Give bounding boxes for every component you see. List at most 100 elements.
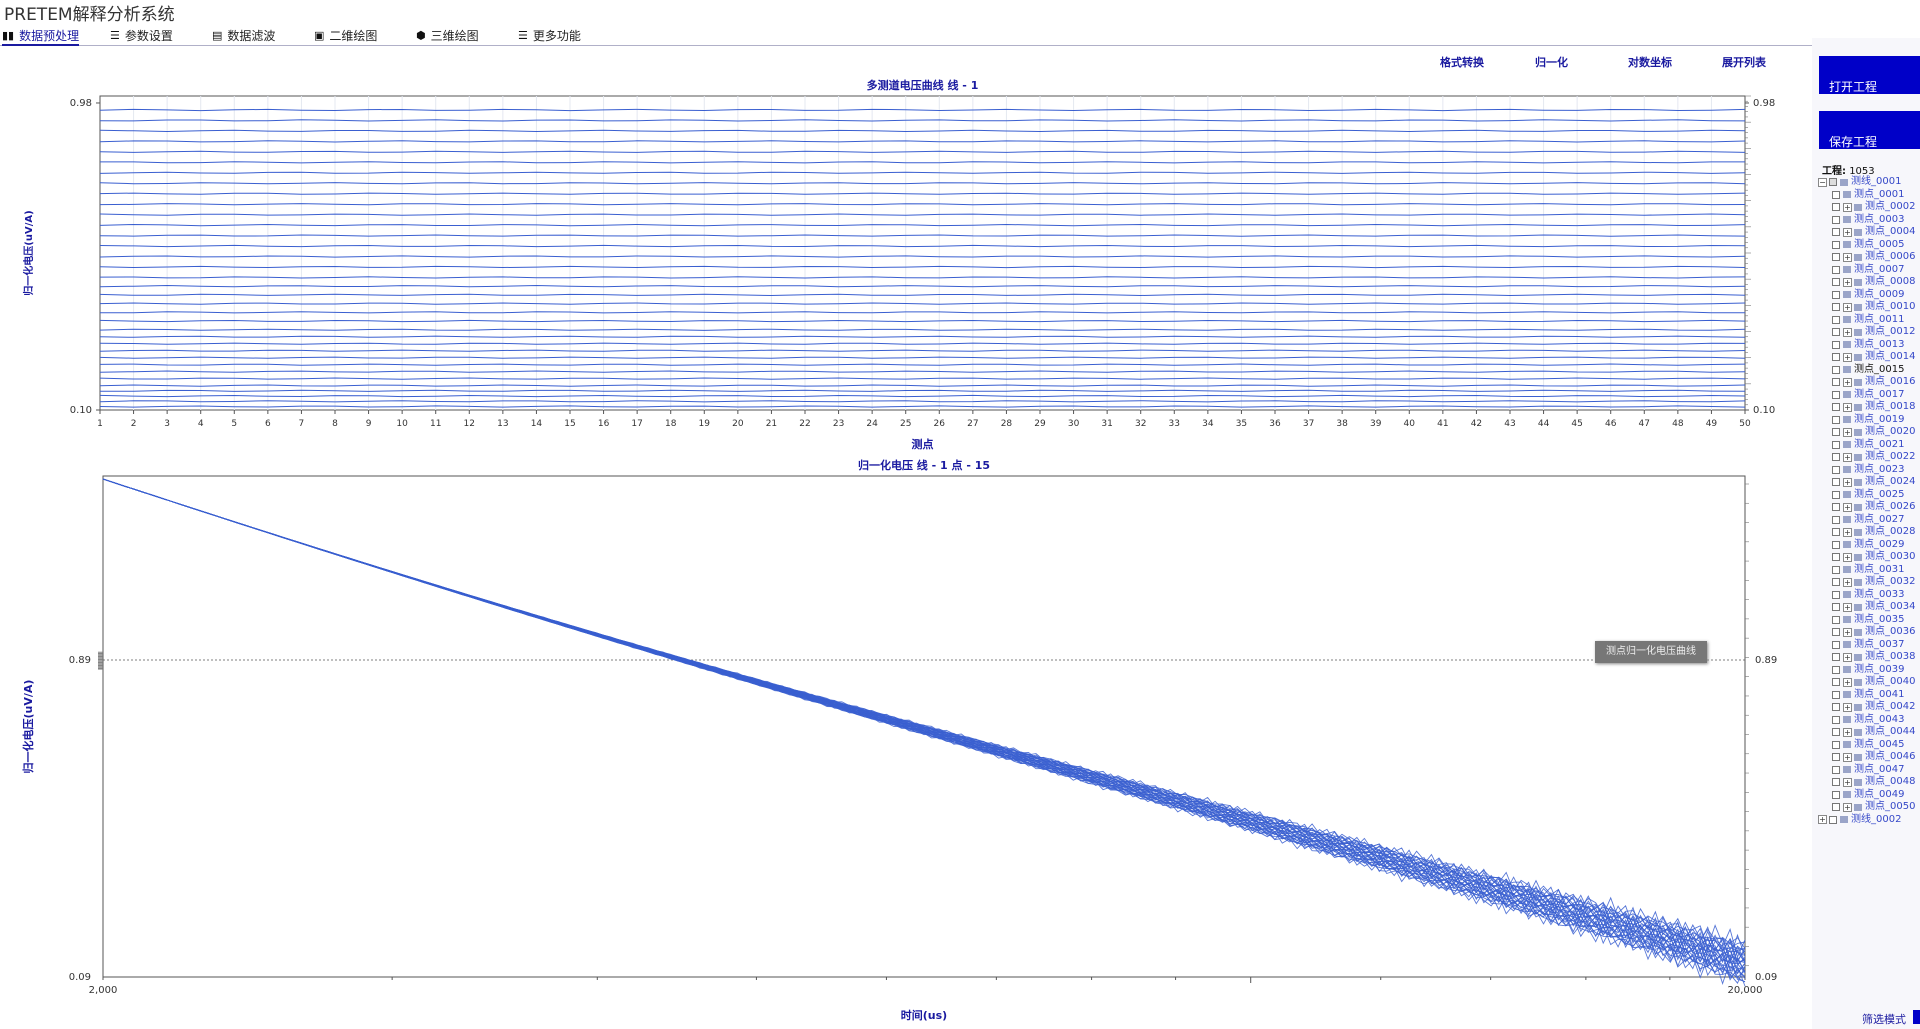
checkbox[interactable] xyxy=(1832,690,1840,699)
tree-point-item[interactable]: 测点_0023 xyxy=(1818,464,1920,477)
expand-toggle-icon[interactable]: + xyxy=(1843,702,1852,712)
checkbox[interactable] xyxy=(1832,303,1840,312)
checkbox[interactable] xyxy=(1832,803,1840,812)
expand-toggle-icon[interactable]: + xyxy=(1843,402,1852,412)
expand-toggle-icon[interactable]: + xyxy=(1843,802,1852,812)
tree-point-item[interactable]: + 测点_0008 xyxy=(1818,276,1920,289)
checkbox[interactable] xyxy=(1832,528,1840,537)
tree-point-item[interactable]: 测点_0041 xyxy=(1818,689,1920,702)
expand-toggle-icon[interactable]: + xyxy=(1843,752,1852,762)
log-coords-button[interactable]: 对数坐标 xyxy=(1628,56,1672,69)
expand-toggle-icon[interactable]: + xyxy=(1843,477,1852,487)
checkbox[interactable] xyxy=(1832,578,1840,587)
checkbox[interactable] xyxy=(1832,790,1840,799)
checkbox[interactable] xyxy=(1832,615,1840,624)
normalize-button[interactable]: 归一化 xyxy=(1535,56,1568,69)
expand-toggle-icon[interactable]: + xyxy=(1843,427,1852,437)
tree-point-item[interactable]: 测点_0007 xyxy=(1818,264,1920,277)
tree-point-item[interactable]: 测点_0015 xyxy=(1818,364,1920,377)
checkbox[interactable] xyxy=(1832,665,1840,674)
expand-list-button[interactable]: 展开列表 xyxy=(1722,56,1766,69)
tree-point-item[interactable]: + 测点_0002 xyxy=(1818,201,1920,214)
checkbox[interactable] xyxy=(1832,778,1840,787)
expand-toggle-icon[interactable]: + xyxy=(1843,727,1852,737)
checkbox[interactable] xyxy=(1832,278,1840,287)
tree-point-item[interactable]: + 测点_0038 xyxy=(1818,651,1920,664)
tree-point-item[interactable]: + 测点_0020 xyxy=(1818,426,1920,439)
tree-point-item[interactable]: 测点_0019 xyxy=(1818,414,1920,427)
checkbox[interactable] xyxy=(1832,403,1840,412)
checkbox[interactable] xyxy=(1832,265,1840,274)
checkbox[interactable] xyxy=(1829,815,1837,824)
checkbox[interactable] xyxy=(1832,215,1840,224)
tree-point-item[interactable]: + 测点_0012 xyxy=(1818,326,1920,339)
checkbox[interactable] xyxy=(1832,465,1840,474)
menu-item-2d-plot[interactable]: ▣ 二维绘图 xyxy=(314,27,377,44)
checkbox[interactable] xyxy=(1832,540,1840,549)
tree-point-item[interactable]: 测点_0013 xyxy=(1818,339,1920,352)
tree-point-item[interactable]: + 测点_0050 xyxy=(1818,801,1920,814)
checkbox[interactable] xyxy=(1832,728,1840,737)
checkbox[interactable] xyxy=(1832,315,1840,324)
tree-point-item[interactable]: 测点_0033 xyxy=(1818,589,1920,602)
checkbox[interactable] xyxy=(1832,228,1840,237)
tree-point-item[interactable]: 测点_0021 xyxy=(1818,439,1920,452)
tree-line-0002[interactable]: + 测线_0002 xyxy=(1818,814,1920,827)
checkbox[interactable] xyxy=(1832,478,1840,487)
checkbox[interactable] xyxy=(1832,453,1840,462)
tree-point-item[interactable]: 测点_0001 xyxy=(1818,189,1920,202)
tree-point-item[interactable]: + 测点_0006 xyxy=(1818,251,1920,264)
expand-toggle-icon[interactable]: + xyxy=(1843,602,1852,612)
tree-point-item[interactable]: + 测点_0004 xyxy=(1818,226,1920,239)
expand-toggle-icon[interactable]: − xyxy=(1818,177,1827,187)
checkbox[interactable] xyxy=(1832,640,1840,649)
tree-point-item[interactable]: 测点_0011 xyxy=(1818,314,1920,327)
menu-item-preprocess[interactable]: ▮▮ 数据预处理 xyxy=(2,27,80,46)
tree-point-item[interactable]: 测点_0029 xyxy=(1818,539,1920,552)
tree-point-item[interactable]: + 测点_0044 xyxy=(1818,726,1920,739)
menu-item-more[interactable]: ☰ 更多功能 xyxy=(518,27,581,44)
tree-point-item[interactable]: 测点_0039 xyxy=(1818,664,1920,677)
tree-point-item[interactable]: + 测点_0042 xyxy=(1818,701,1920,714)
tree-point-item[interactable]: + 测点_0032 xyxy=(1818,576,1920,589)
checkbox[interactable] xyxy=(1832,753,1840,762)
menu-item-filter[interactable]: ▤ 数据滤波 xyxy=(212,27,275,44)
tree-point-item[interactable]: + 测点_0028 xyxy=(1818,526,1920,539)
expand-toggle-icon[interactable]: + xyxy=(1843,652,1852,662)
expand-toggle-icon[interactable]: + xyxy=(1843,377,1852,387)
checkbox[interactable] xyxy=(1832,353,1840,362)
checkbox[interactable] xyxy=(1832,703,1840,712)
tree-point-item[interactable]: + 测点_0018 xyxy=(1818,401,1920,414)
checkbox[interactable] xyxy=(1832,765,1840,774)
checkbox[interactable] xyxy=(1832,365,1840,374)
expand-toggle-icon[interactable]: + xyxy=(1843,452,1852,462)
expand-toggle-icon[interactable]: + xyxy=(1843,327,1852,337)
checkbox[interactable] xyxy=(1832,740,1840,749)
menu-item-params[interactable]: ☰ 参数设置 xyxy=(110,27,173,44)
tree-point-item[interactable]: 测点_0043 xyxy=(1818,714,1920,727)
tree-point-item[interactable]: 测点_0037 xyxy=(1818,639,1920,652)
expand-toggle-icon[interactable]: + xyxy=(1843,227,1852,237)
checkbox[interactable] xyxy=(1832,515,1840,524)
checkbox[interactable] xyxy=(1832,415,1840,424)
checkbox[interactable] xyxy=(1832,565,1840,574)
tree-point-item[interactable]: + 测点_0036 xyxy=(1818,626,1920,639)
tree-point-item[interactable]: + 测点_0034 xyxy=(1818,601,1920,614)
tree-point-item[interactable]: 测点_0017 xyxy=(1818,389,1920,402)
expand-toggle-icon[interactable]: + xyxy=(1843,677,1852,687)
checkbox[interactable] xyxy=(1832,340,1840,349)
filter-mode-label[interactable]: 筛选模式 xyxy=(1862,1013,1906,1026)
open-project-button[interactable]: 打开工程 xyxy=(1819,56,1920,94)
expand-toggle-icon[interactable]: + xyxy=(1843,352,1852,362)
checkbox[interactable] xyxy=(1832,378,1840,387)
tree-point-item[interactable]: + 测点_0022 xyxy=(1818,451,1920,464)
tree-point-item[interactable]: + 测点_0040 xyxy=(1818,676,1920,689)
tree-point-item[interactable]: + 测点_0010 xyxy=(1818,301,1920,314)
tree-point-item[interactable]: + 测点_0026 xyxy=(1818,501,1920,514)
checkbox[interactable] xyxy=(1832,440,1840,449)
expand-toggle-icon[interactable]: + xyxy=(1843,527,1852,537)
tree-point-item[interactable]: 测点_0031 xyxy=(1818,564,1920,577)
checkbox[interactable] xyxy=(1832,390,1840,399)
checkbox[interactable] xyxy=(1832,290,1840,299)
tree-point-item[interactable]: + 测点_0014 xyxy=(1818,351,1920,364)
